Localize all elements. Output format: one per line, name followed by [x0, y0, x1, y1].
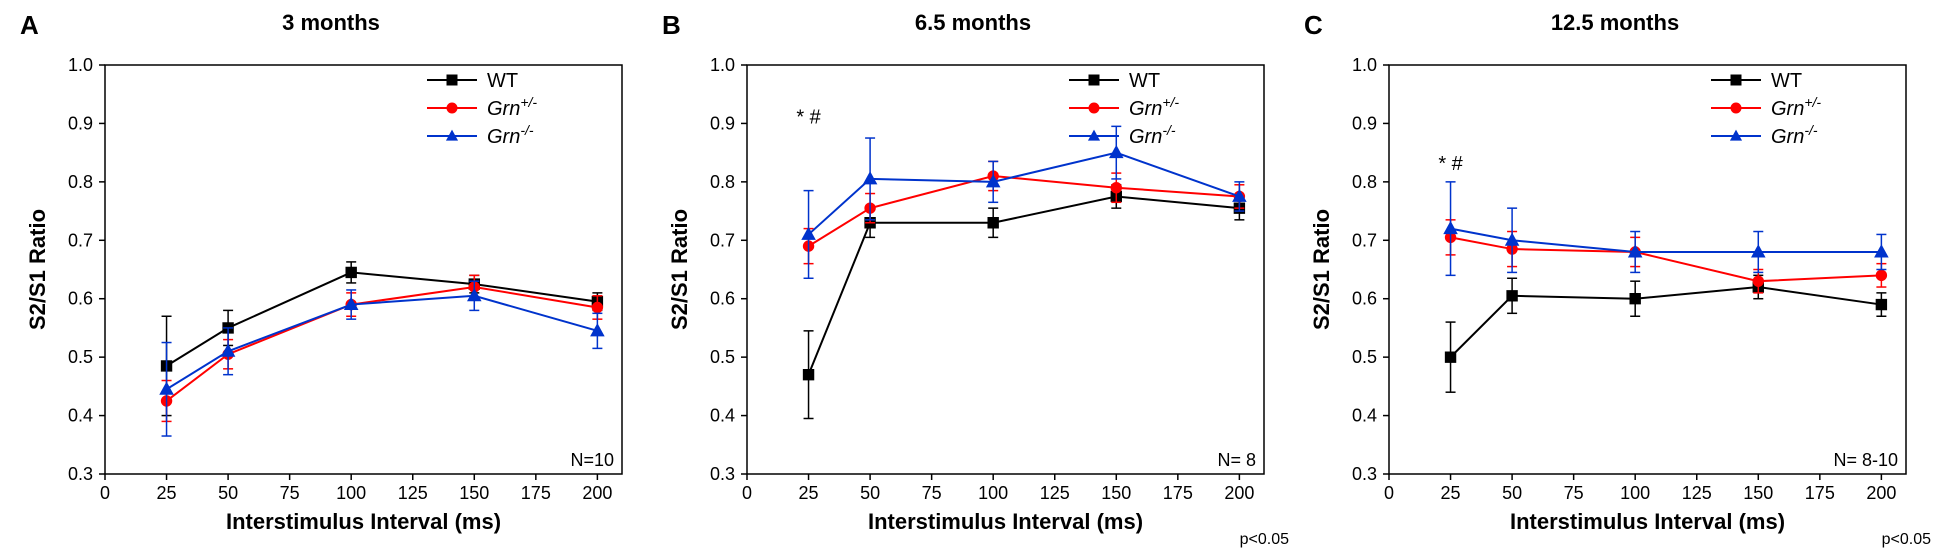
svg-text:0: 0 — [100, 483, 110, 503]
svg-text:75: 75 — [922, 483, 942, 503]
chart-svg: 0 25 50 75 100 125 150 175 200 0.3 0.4 0.5 0.6 0.7 0.8… — [10, 10, 652, 549]
svg-text:50: 50 — [1502, 483, 1522, 503]
svg-text:200: 200 — [582, 483, 612, 503]
svg-text:25: 25 — [1441, 483, 1461, 503]
svg-text:75: 75 — [1564, 483, 1584, 503]
panel-label: C — [1304, 10, 1323, 41]
svg-text:0.9: 0.9 — [1352, 113, 1377, 133]
svg-text:N= 8: N= 8 — [1217, 450, 1256, 470]
svg-text:* #: * # — [1438, 153, 1463, 175]
svg-text:100: 100 — [336, 483, 366, 503]
svg-text:25: 25 — [157, 483, 177, 503]
svg-text:0.7: 0.7 — [1352, 230, 1377, 250]
svg-text:N=10: N=10 — [570, 450, 614, 470]
chart-svg: 0 25 50 75 100 125 150 175 200 0.3 0.4 0.5 0.6 0.7 0.8… — [1294, 10, 1936, 549]
svg-text:1.0: 1.0 — [1352, 55, 1377, 75]
svg-text:Grn+/-: Grn+/- — [1129, 94, 1179, 120]
svg-text:WT: WT — [1129, 70, 1160, 92]
svg-text:Grn-/-: Grn-/- — [487, 122, 534, 148]
svg-text:p<0.05: p<0.05 — [1240, 531, 1289, 548]
panel-label: A — [20, 10, 39, 41]
svg-text:125: 125 — [1682, 483, 1712, 503]
svg-text:0.6: 0.6 — [710, 289, 735, 309]
svg-text:150: 150 — [1743, 483, 1773, 503]
svg-text:0.5: 0.5 — [1352, 347, 1377, 367]
svg-text:0.5: 0.5 — [68, 347, 93, 367]
panel-title: 3 months — [282, 10, 380, 36]
svg-text:0.4: 0.4 — [68, 406, 93, 426]
svg-text:175: 175 — [521, 483, 551, 503]
svg-text:125: 125 — [398, 483, 428, 503]
svg-text:0.8: 0.8 — [68, 172, 93, 192]
svg-text:Interstimulus Interval (ms): Interstimulus Interval (ms) — [1510, 509, 1785, 534]
svg-text:p<0.05: p<0.05 — [1882, 531, 1931, 548]
svg-text:175: 175 — [1163, 483, 1193, 503]
svg-text:Grn-/-: Grn-/- — [1771, 122, 1818, 148]
panel-title: 6.5 months — [915, 10, 1031, 36]
svg-text:WT: WT — [1771, 70, 1802, 92]
svg-text:0.5: 0.5 — [710, 347, 735, 367]
svg-text:Grn+/-: Grn+/- — [1771, 94, 1821, 120]
svg-text:0.7: 0.7 — [710, 230, 735, 250]
svg-text:0.6: 0.6 — [68, 289, 93, 309]
svg-text:0.4: 0.4 — [1352, 406, 1377, 426]
chart-svg: 0 25 50 75 100 125 150 175 200 0.3 0.4 0.5 0.6 0.7 0.8… — [652, 10, 1294, 549]
svg-text:S2/S1 Ratio: S2/S1 Ratio — [1309, 209, 1334, 330]
chart-panel-C: C 12.5 months 0 25 50 75 100 125 150 175 200 0.3 0.4… — [1294, 10, 1936, 549]
svg-text:S2/S1 Ratio: S2/S1 Ratio — [667, 209, 692, 330]
panel-label: B — [662, 10, 681, 41]
svg-text:150: 150 — [1101, 483, 1131, 503]
svg-text:0.6: 0.6 — [1352, 289, 1377, 309]
svg-text:1.0: 1.0 — [68, 55, 93, 75]
svg-text:Interstimulus Interval (ms): Interstimulus Interval (ms) — [226, 509, 501, 534]
svg-text:0.4: 0.4 — [710, 406, 735, 426]
svg-text:0: 0 — [742, 483, 752, 503]
svg-text:200: 200 — [1866, 483, 1896, 503]
svg-text:Grn-/-: Grn-/- — [1129, 122, 1176, 148]
panel-title: 12.5 months — [1551, 10, 1679, 36]
svg-text:1.0: 1.0 — [710, 55, 735, 75]
svg-text:0.8: 0.8 — [710, 172, 735, 192]
svg-text:200: 200 — [1224, 483, 1254, 503]
svg-text:0.9: 0.9 — [710, 113, 735, 133]
svg-text:50: 50 — [860, 483, 880, 503]
chart-panel-B: B6.5 months02550751001251501752000.30.40… — [652, 10, 1294, 549]
svg-text:175: 175 — [1805, 483, 1835, 503]
svg-text:25: 25 — [799, 483, 819, 503]
svg-text:0.7: 0.7 — [68, 230, 93, 250]
svg-text:0.3: 0.3 — [1352, 464, 1377, 484]
svg-text:75: 75 — [280, 483, 300, 503]
svg-text:100: 100 — [978, 483, 1008, 503]
svg-text:50: 50 — [218, 483, 238, 503]
svg-text:Grn+/-: Grn+/- — [487, 94, 537, 120]
svg-text:WT: WT — [487, 70, 518, 92]
figure-row: A 3 months 0 25 50 75 100 125 150 175 200 0.3 0.4 0.5… — [10, 10, 1936, 549]
svg-text:Interstimulus Interval (ms): Interstimulus Interval (ms) — [868, 509, 1143, 534]
svg-text:150: 150 — [459, 483, 489, 503]
svg-text:100: 100 — [1620, 483, 1650, 503]
svg-text:S2/S1 Ratio: S2/S1 Ratio — [25, 209, 50, 330]
svg-text:0.9: 0.9 — [68, 113, 93, 133]
svg-text:0.8: 0.8 — [1352, 172, 1377, 192]
svg-text:0.3: 0.3 — [68, 464, 93, 484]
svg-text:0.3: 0.3 — [710, 464, 735, 484]
svg-text:N= 8-10: N= 8-10 — [1833, 450, 1898, 470]
svg-text:125: 125 — [1040, 483, 1070, 503]
svg-text:0: 0 — [1384, 483, 1394, 503]
svg-text:* #: * # — [796, 106, 821, 128]
chart-panel-A: A 3 months 0 25 50 75 100 125 150 175 200 0.3 0.4 0.5… — [10, 10, 652, 549]
